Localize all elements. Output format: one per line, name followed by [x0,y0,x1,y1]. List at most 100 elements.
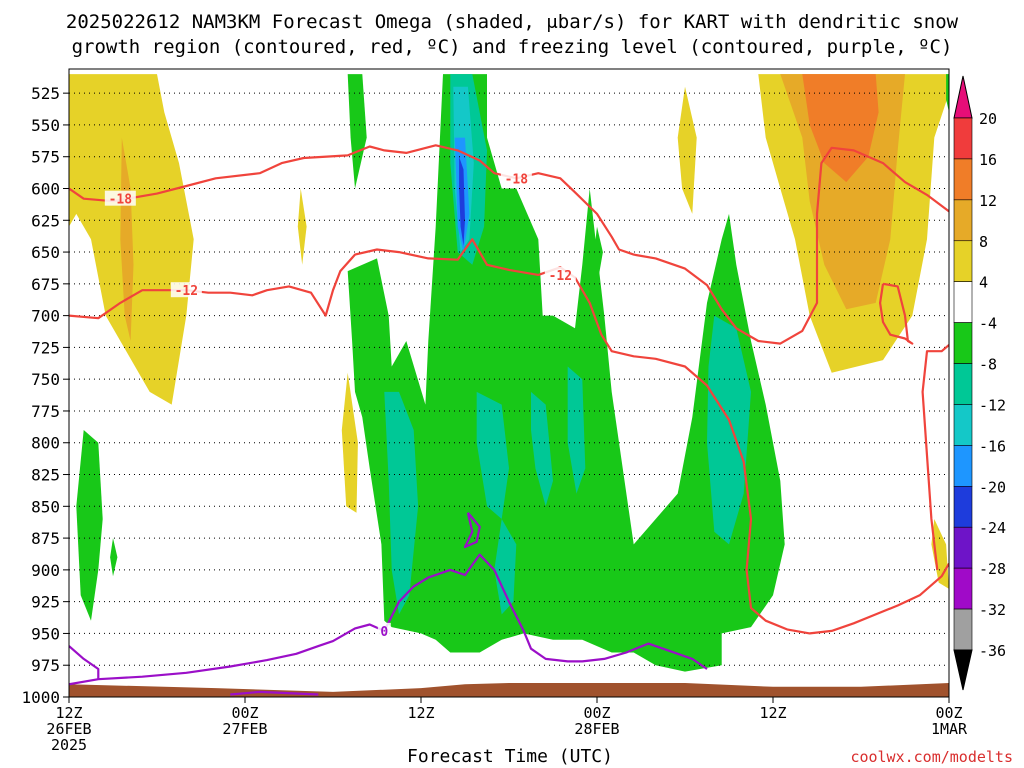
contour-label-1: -18 [505,172,529,187]
omega-region-21 [707,315,751,545]
colorbar-tick-7: -12 [979,396,1006,414]
colorbar-tick-1: 16 [979,151,997,169]
ytick-label-650: 650 [31,243,60,262]
contour-labels: -18 -18 -12 -12 0 [104,170,576,640]
credit-text: coolwx.com/modelts [850,748,1013,766]
contour-label-3: -12 [549,269,572,284]
ytick-label-675: 675 [31,275,60,294]
colorbar-top-arrow [953,75,973,119]
colorbar-tick-12: -32 [979,601,1006,619]
ytick-label-725: 725 [31,338,60,357]
colorbar-bottom-arrow [953,649,973,691]
ytick-label-950: 950 [31,624,60,643]
contour-label-bg-1 [500,170,532,186]
colorbar-box-10 [953,526,973,569]
colorbar-tick-9: -20 [979,478,1006,496]
colorbar-tick-11: -28 [979,560,1006,578]
contour-label-bg-0 [104,190,136,206]
colorbar-box-11 [953,567,973,610]
omega-region-4 [802,74,879,183]
xtick-label-3-1: 28FEB [574,720,619,738]
colorbar-box-12 [953,608,973,651]
xtick-label-4-0: 12Z [759,704,786,722]
y-axis: 525 550 575 600 625 650 675 700 725 750 775 800 825 8… [21,84,69,707]
xtick-label-1-1: 27FEB [222,720,267,738]
chart-title-line1: 2025022612 NAM3KM Forecast Omega (shaded… [66,11,959,33]
ytick-label-825: 825 [31,466,60,485]
xtick-label-0-0: 12Z [55,704,82,722]
omega-region-3 [780,74,905,310]
omega-region-15 [384,391,419,615]
ytick-label-600: 600 [31,179,60,198]
omega-region-19 [531,391,553,507]
ytick-label-800: 800 [31,434,60,453]
colorbar-tick-6: -8 [979,356,997,374]
ytick-label-750: 750 [31,370,60,389]
ytick-label-550: 550 [31,116,60,135]
omega-region-24 [459,156,465,246]
ytick-label-625: 625 [31,211,60,230]
colorbar-box-5 [953,322,973,364]
contour-0-7 [230,690,319,696]
xtick-label-3-0: 00Z [583,704,610,722]
colorbar-tick-3: 8 [979,233,988,251]
contour-0-5 [463,511,481,549]
contour-label-bg-2 [170,282,202,298]
ytick-label-850: 850 [31,497,60,516]
xtick-label-0-2: 2025 [51,736,87,754]
colorbar-tick-13: -36 [979,642,1006,660]
colorbar-box-8 [953,445,973,487]
contour--12-2 [921,344,949,571]
omega-region-5 [677,86,697,214]
omega-region-14 [946,74,949,113]
colorbar: 20 16 12 8 4 -4 -8 -12 -16 -20 -24 -28 -32 -36 [953,75,1006,691]
ytick-label-525: 525 [31,84,60,103]
ytick-label-1000: 1000 [21,688,60,707]
xtick-label-5-0: 00Z [935,704,962,722]
xtick-label-1-0: 00Z [231,704,258,722]
xtick-label-0-1: 26FEB [46,720,91,738]
colorbar-tick-0: 20 [979,110,997,128]
omega-region-10 [347,74,367,189]
pressure-gridlines [69,92,949,697]
ytick-label-975: 975 [31,656,60,675]
omega-region-1 [120,137,134,341]
colorbar-box-6 [953,363,973,405]
omega-region-20 [567,366,586,494]
ytick-label-575: 575 [31,148,60,167]
xtick-label-5-1: 1MAR [931,720,968,738]
x-axis-label: Forecast Time (UTC) [407,746,613,767]
contour-0-6 [69,645,100,680]
omega-region-17 [476,391,509,519]
colorbar-box-2 [953,199,973,242]
ytick-label-900: 900 [31,561,60,580]
colorbar-tick-5: -4 [979,315,997,333]
colorbar-box-4 [953,281,973,323]
colorbar-tick-8: -16 [979,437,1006,455]
contour--12-3 [878,282,914,345]
contour-label-4: 0 [380,625,388,640]
colorbar-tick-10: -24 [979,519,1006,537]
colorbar-tick-4: 4 [979,274,988,292]
omega-region-8 [297,188,307,265]
ytick-label-875: 875 [31,529,60,548]
omega-region-12 [110,538,118,577]
omega-region-13 [594,226,603,278]
ytick-label-700: 700 [31,307,60,326]
colorbar-box-3 [953,240,973,282]
omega-shading [69,74,949,672]
ytick-label-775: 775 [31,402,60,421]
xtick-label-2-0: 12Z [407,704,434,722]
ytick-label-925: 925 [31,593,60,612]
contour-label-2: -12 [175,284,198,299]
omega-region-18 [494,519,517,615]
contour-label-bg-3 [544,266,576,282]
omega-region-11 [76,430,103,621]
colorbar-box-1 [953,158,973,201]
contour-0-4 [69,553,708,686]
plot-frame [68,68,950,698]
colorbar-box-7 [953,404,973,446]
contour--18-0 [69,144,949,345]
